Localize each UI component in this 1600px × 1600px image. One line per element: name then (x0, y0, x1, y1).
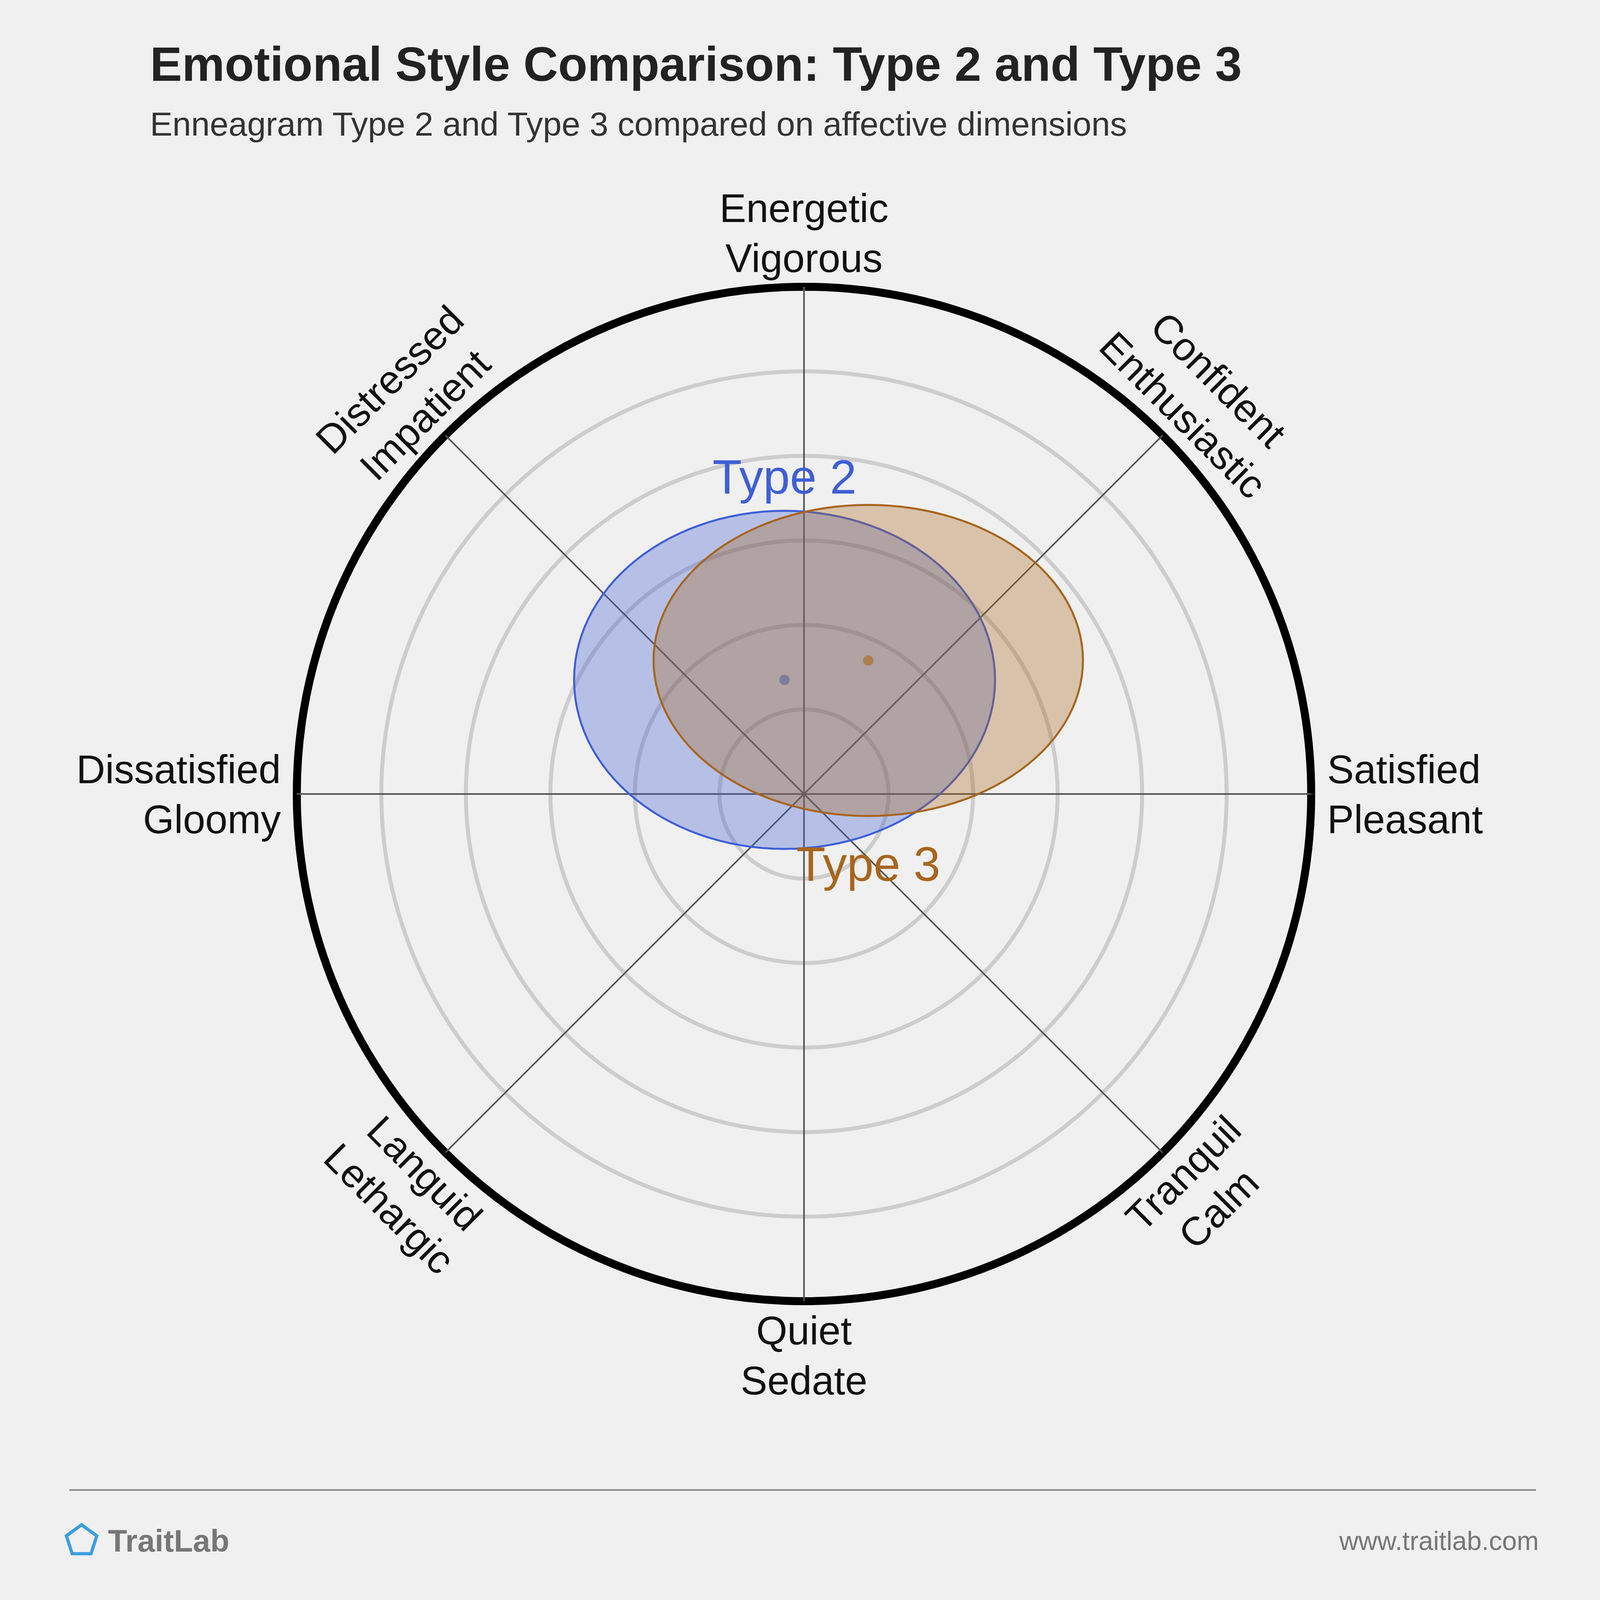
svg-text:Sedate: Sedate (740, 1358, 868, 1403)
svg-text:Enthusiastic: Enthusiastic (1091, 322, 1276, 507)
svg-text:Vigorous: Vigorous (725, 235, 883, 281)
svg-text:Distressed: Distressed (306, 296, 473, 463)
svg-text:Emotional Style Comparison: Ty: Emotional Style Comparison: Type 2 and T… (150, 37, 1242, 91)
svg-text:Satisfied: Satisfied (1327, 746, 1481, 792)
svg-text:Calm: Calm (1169, 1159, 1268, 1258)
svg-text:Pleasant: Pleasant (1327, 796, 1483, 842)
svg-text:Type 2: Type 2 (712, 450, 857, 504)
svg-text:Tranquil: Tranquil (1116, 1106, 1250, 1240)
svg-text:Type 3: Type 3 (796, 837, 940, 891)
svg-text:Lethargic: Lethargic (315, 1134, 464, 1283)
svg-text:Enneagram Type 2 and Type 3 co: Enneagram Type 2 and Type 3 compared on … (150, 105, 1127, 143)
svg-text:Quiet: Quiet (756, 1308, 852, 1353)
svg-text:TraitLab: TraitLab (108, 1523, 230, 1559)
svg-text:Energetic: Energetic (719, 185, 889, 231)
svg-text:Confident: Confident (1142, 303, 1295, 456)
svg-text:Languid: Languid (358, 1107, 491, 1240)
svg-text:Dissatisfied: Dissatisfied (76, 746, 281, 792)
svg-text:Gloomy: Gloomy (142, 796, 281, 842)
svg-text:Impatient: Impatient (350, 340, 499, 489)
svg-text:www.traitlab.com: www.traitlab.com (1338, 1526, 1539, 1556)
